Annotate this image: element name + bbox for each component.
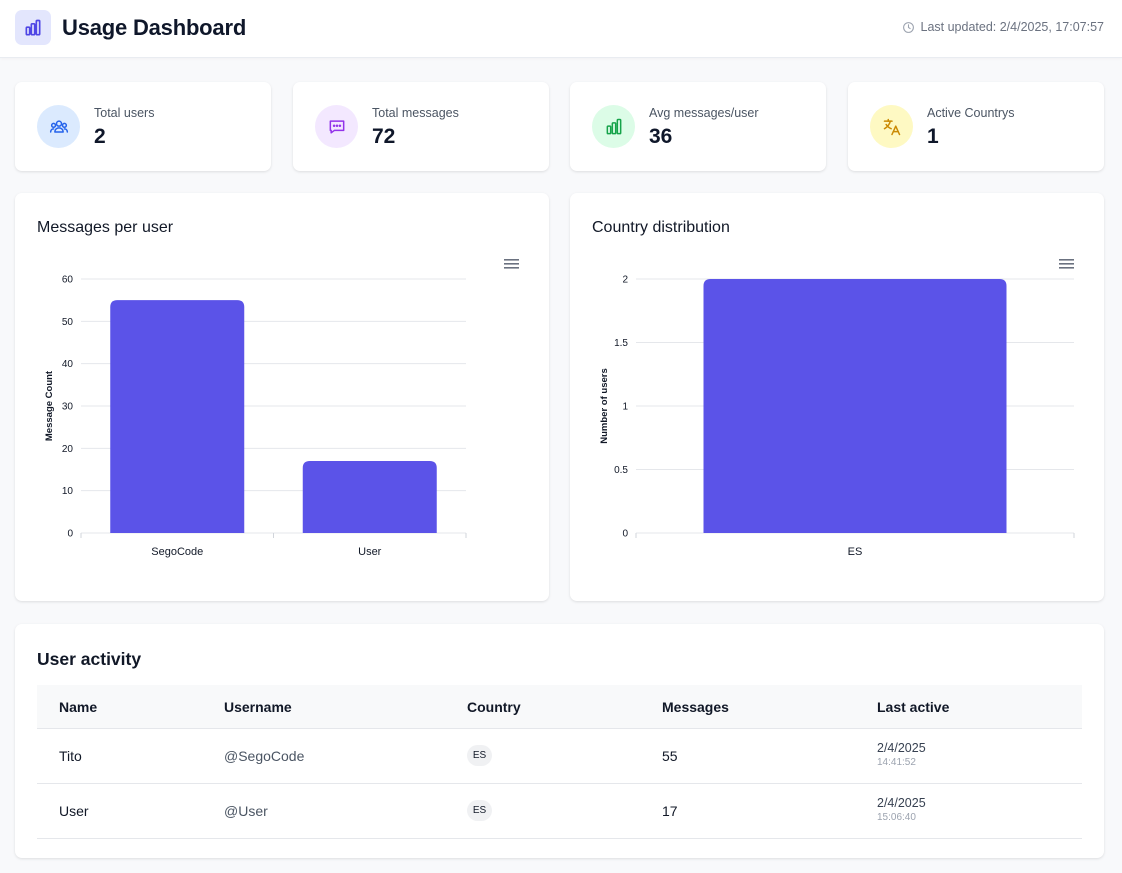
column-header-username: Username xyxy=(224,699,292,715)
column-header-name: Name xyxy=(59,699,98,715)
chart-card-messages: Messages per user 0 10 20 30 40 50 60 SegoCode U… xyxy=(15,193,549,601)
stat-value: 2 xyxy=(94,125,106,148)
translate-icon xyxy=(870,105,913,148)
table-header: Name Username Country Messages Last acti… xyxy=(37,685,1082,729)
bar xyxy=(302,461,437,533)
bar-chart-icon xyxy=(592,105,635,148)
x-tick-label: User xyxy=(358,546,382,558)
y-tick-label: 50 xyxy=(62,317,74,328)
column-header-country: Country xyxy=(467,699,521,715)
y-tick-label: 30 xyxy=(62,402,74,413)
header: Usage Dashboard Last updated: 2/4/2025, … xyxy=(0,0,1122,58)
table-row: Tito @SegoCode ES 55 2/4/2025 14:41:52 xyxy=(37,729,1082,784)
page-title: Usage Dashboard xyxy=(62,15,247,40)
stat-card-avg: Avg messages/user 36 xyxy=(570,82,826,171)
stat-label: Avg messages/user xyxy=(649,106,759,120)
last-active-date: 2/4/2025 xyxy=(877,741,926,755)
stat-label: Total users xyxy=(94,106,155,120)
bar-chart-icon xyxy=(25,19,41,35)
x-tick-label: SegoCode xyxy=(151,546,203,558)
last-updated: Last updated: 2/4/2025, 17:07:57 xyxy=(902,20,1105,34)
y-tick-label: 0.5 xyxy=(614,465,628,476)
last-active-date: 2/4/2025 xyxy=(877,796,926,810)
last-active-time: 15:06:40 xyxy=(877,812,916,823)
activity-table: Name Username Country Messages Last acti… xyxy=(37,685,1082,839)
stat-card-countries: Active Countrys 1 xyxy=(848,82,1104,171)
user-activity-card: User activity Name Username Country Mess… xyxy=(15,624,1104,858)
y-tick-label: 1.5 xyxy=(614,338,628,349)
country-badge: ES xyxy=(467,745,492,766)
cell-messages: 55 xyxy=(662,748,678,764)
stat-card-users: Total users 2 xyxy=(15,82,271,171)
y-tick-label: 0 xyxy=(622,529,628,540)
stat-value: 36 xyxy=(649,125,673,148)
chart-card-country: Country distribution 0 0.5 1 1.5 2 ES Number o… xyxy=(570,193,1104,601)
last-active-time: 14:41:52 xyxy=(877,757,916,768)
x-tick-label: ES xyxy=(848,546,863,558)
stat-value: 72 xyxy=(372,125,396,148)
column-header-messages: Messages xyxy=(662,699,729,715)
stat-value: 1 xyxy=(927,125,939,148)
y-tick-label: 1 xyxy=(622,402,628,413)
messages-bar-chart: 0 10 20 30 40 50 60 SegoCode User Message Count xyxy=(44,275,467,558)
section-title: User activity xyxy=(37,649,142,669)
table-row: User @User ES 17 2/4/2025 15:06:40 xyxy=(37,784,1082,839)
cell-messages: 17 xyxy=(662,803,678,819)
bar xyxy=(110,300,245,533)
stat-label: Total messages xyxy=(372,106,459,120)
stat-label: Active Countrys xyxy=(927,106,1015,120)
users-icon xyxy=(37,105,80,148)
last-updated-text: Last updated: 2/4/2025, 17:07:57 xyxy=(920,20,1105,34)
y-axis-label: Number of users xyxy=(599,368,610,444)
menu-icon[interactable] xyxy=(504,257,520,271)
stat-card-messages: Total messages 72 xyxy=(293,82,549,171)
cell-last-active: 2/4/2025 14:41:52 xyxy=(877,741,926,768)
clock-icon xyxy=(902,21,914,33)
chart-title: Messages per user xyxy=(37,219,174,236)
y-tick-label: 10 xyxy=(62,486,74,497)
y-axis-label: Message Count xyxy=(44,370,55,441)
cell-name: Tito xyxy=(59,748,82,764)
country-bar-chart: 0 0.5 1 1.5 2 ES Number of users xyxy=(599,275,1075,558)
chart-title: Country distribution xyxy=(592,219,730,236)
cell-name: User xyxy=(59,803,89,819)
y-tick-label: 20 xyxy=(62,444,74,455)
column-header-last-active: Last active xyxy=(877,699,950,715)
country-badge: ES xyxy=(467,800,492,821)
cell-username: @User xyxy=(224,803,268,819)
message-icon xyxy=(315,105,358,148)
y-tick-label: 0 xyxy=(67,529,73,540)
y-tick-label: 40 xyxy=(62,359,74,370)
cell-username: @SegoCode xyxy=(224,748,305,764)
bar xyxy=(703,279,1007,533)
menu-icon[interactable] xyxy=(1059,257,1075,271)
cell-last-active: 2/4/2025 15:06:40 xyxy=(877,796,926,823)
y-tick-label: 2 xyxy=(622,275,628,286)
y-tick-label: 60 xyxy=(62,275,74,286)
logo xyxy=(15,10,51,45)
